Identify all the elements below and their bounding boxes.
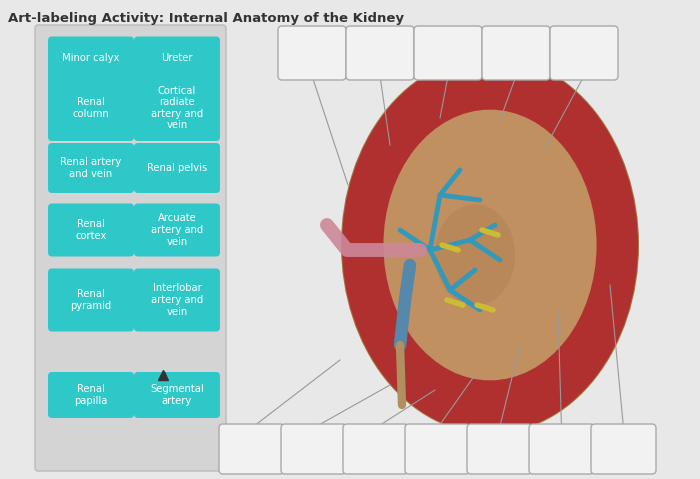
FancyBboxPatch shape (550, 26, 618, 80)
FancyBboxPatch shape (482, 26, 550, 80)
FancyBboxPatch shape (134, 372, 220, 418)
FancyBboxPatch shape (343, 424, 408, 474)
FancyBboxPatch shape (414, 26, 482, 80)
FancyBboxPatch shape (134, 204, 220, 256)
Text: Renal pelvis: Renal pelvis (147, 163, 207, 173)
FancyBboxPatch shape (35, 25, 226, 471)
FancyBboxPatch shape (405, 424, 470, 474)
FancyBboxPatch shape (134, 143, 220, 193)
Ellipse shape (342, 57, 638, 433)
FancyBboxPatch shape (134, 269, 220, 331)
Text: Renal artery
and vein: Renal artery and vein (60, 157, 122, 179)
Text: Ureter: Ureter (161, 53, 192, 63)
FancyBboxPatch shape (134, 36, 220, 80)
FancyBboxPatch shape (48, 372, 134, 418)
FancyBboxPatch shape (529, 424, 594, 474)
FancyBboxPatch shape (346, 26, 414, 80)
Text: Arcuate
artery and
vein: Arcuate artery and vein (151, 214, 203, 247)
Ellipse shape (342, 57, 638, 433)
Text: Renal
column: Renal column (73, 97, 109, 119)
FancyBboxPatch shape (278, 26, 346, 80)
Ellipse shape (384, 110, 596, 380)
Ellipse shape (435, 204, 515, 306)
Text: Art-labeling Activity: Internal Anatomy of the Kidney: Art-labeling Activity: Internal Anatomy … (8, 12, 404, 25)
FancyBboxPatch shape (467, 424, 532, 474)
Text: Cortical
radiate
artery and
vein: Cortical radiate artery and vein (151, 86, 203, 130)
FancyBboxPatch shape (48, 269, 134, 331)
FancyBboxPatch shape (48, 75, 134, 141)
Text: Renal
cortex: Renal cortex (76, 219, 106, 241)
Text: Interlobar
artery and
vein: Interlobar artery and vein (151, 284, 203, 317)
Text: Renal
papilla: Renal papilla (74, 384, 108, 406)
Text: Renal
pyramid: Renal pyramid (71, 289, 111, 311)
FancyBboxPatch shape (48, 36, 134, 80)
FancyBboxPatch shape (134, 75, 220, 141)
FancyBboxPatch shape (48, 204, 134, 256)
FancyBboxPatch shape (591, 424, 656, 474)
FancyBboxPatch shape (219, 424, 284, 474)
FancyBboxPatch shape (48, 143, 134, 193)
FancyBboxPatch shape (281, 424, 346, 474)
Text: Segmental
artery: Segmental artery (150, 384, 204, 406)
Text: Minor calyx: Minor calyx (62, 53, 120, 63)
